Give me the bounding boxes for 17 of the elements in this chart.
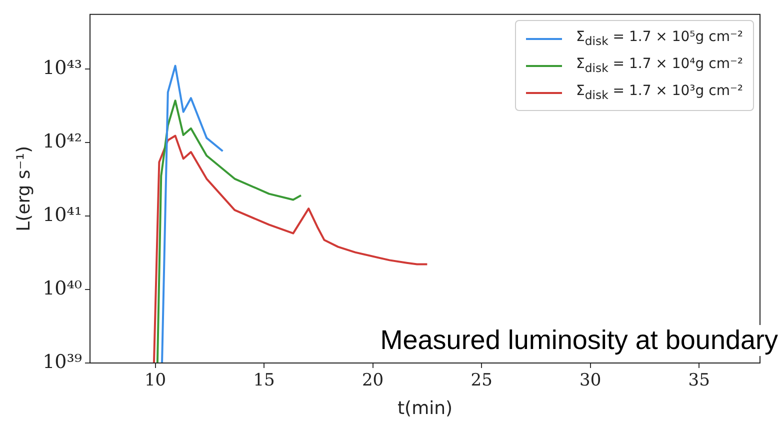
y-tick-label: 10⁴¹ <box>42 204 82 226</box>
y-tick-label: 10³⁹ <box>42 350 82 373</box>
x-tick-label: 30 <box>580 370 602 391</box>
legend-label: Σ$_{disk}$ = 1.7 × 10⁴g cm⁻² <box>576 56 743 76</box>
y-tick-label: 10⁴⁰ <box>42 277 82 300</box>
x-tick-label: 25 <box>470 370 492 391</box>
x-tick-label: 15 <box>253 370 275 391</box>
legend-label: Σ$_{disk}$ = 1.7 × 10⁵g cm⁻² <box>576 29 743 48</box>
x-tick-label: 10 <box>144 370 166 391</box>
legend-label: Σ$_{disk}$ = 1.7 × 10³g cm⁻² <box>576 83 743 102</box>
x-axis-title: t(min) <box>397 398 453 419</box>
annotation: Measured luminosity at boundary <box>380 325 778 356</box>
x-tick-label: 20 <box>362 370 384 391</box>
y-tick-label: 10⁴³ <box>42 56 82 79</box>
y-axis-title: L(erg s⁻¹) <box>13 146 34 232</box>
x-tick-label: 35 <box>688 370 710 391</box>
y-tick-label: 10⁴² <box>42 130 82 152</box>
